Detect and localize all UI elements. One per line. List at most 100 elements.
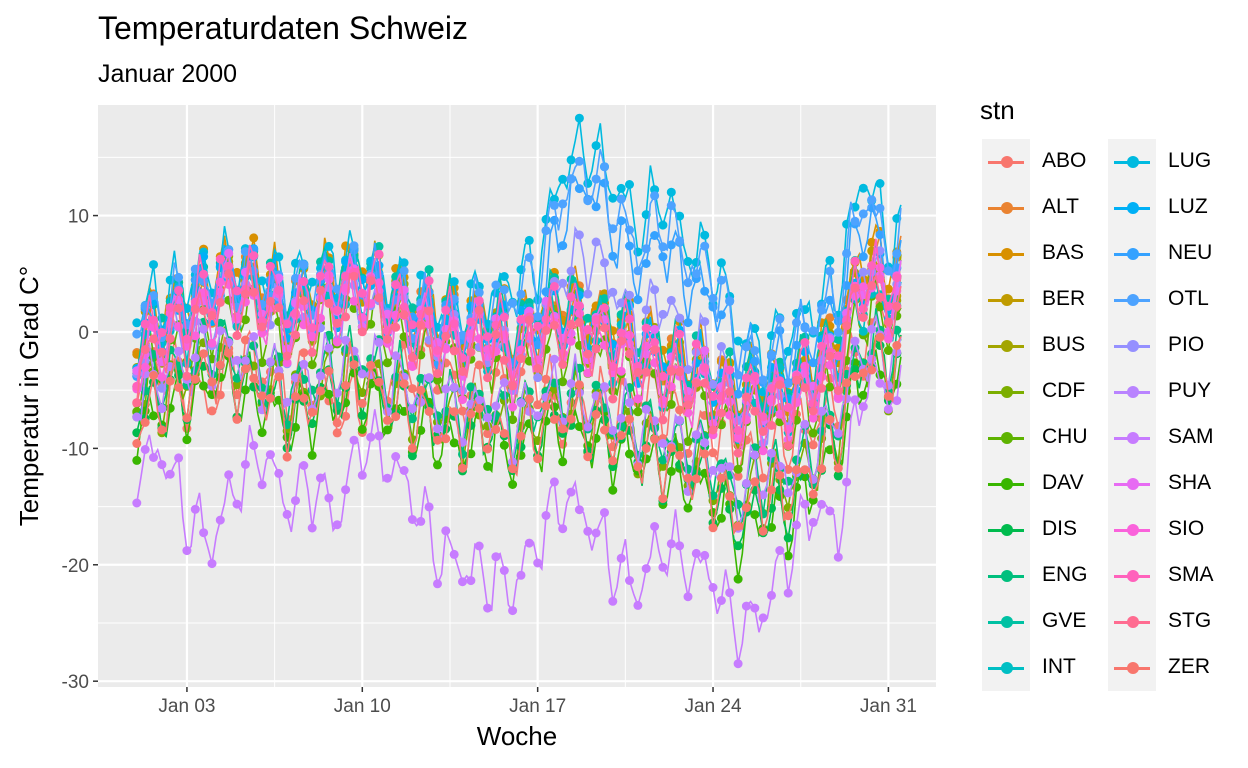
data-point	[541, 314, 551, 324]
legend-point	[1127, 432, 1139, 444]
data-point	[316, 285, 325, 295]
data-point	[466, 409, 476, 419]
data-point	[149, 260, 158, 270]
data-point	[883, 380, 893, 390]
series-sam	[132, 354, 902, 669]
data-point	[199, 269, 209, 279]
legend-point	[1001, 294, 1013, 306]
data-point	[733, 464, 743, 474]
data-point	[625, 414, 634, 424]
data-point	[299, 461, 309, 470]
data-point	[858, 209, 868, 219]
data-point	[157, 460, 167, 470]
data-point	[591, 344, 601, 354]
legend-label: BAS	[1042, 241, 1085, 264]
data-point	[190, 374, 200, 384]
data-point	[483, 413, 493, 423]
data-point	[658, 461, 668, 471]
data-point	[725, 387, 735, 397]
data-point	[516, 570, 526, 580]
data-point	[324, 241, 334, 251]
data-point	[491, 552, 501, 562]
data-point	[725, 491, 735, 501]
data-point	[683, 400, 693, 410]
data-point	[374, 293, 384, 303]
data-point	[199, 381, 209, 391]
data-point	[733, 499, 743, 509]
data-point	[716, 258, 726, 268]
data-point	[366, 276, 376, 286]
legend-label: NEU	[1168, 241, 1213, 264]
data-point	[675, 211, 685, 221]
data-point	[616, 553, 626, 563]
data-point	[140, 319, 150, 329]
data-point	[441, 526, 451, 536]
legend-item-sio: SIO	[1108, 507, 1204, 553]
data-point	[817, 406, 827, 416]
data-point	[825, 255, 835, 265]
data-point	[207, 338, 217, 348]
data-point	[600, 323, 609, 333]
data-point	[716, 483, 726, 493]
data-point	[658, 562, 668, 572]
data-point	[850, 336, 860, 346]
data-point	[132, 381, 142, 391]
data-point	[591, 174, 601, 184]
data-point	[675, 415, 685, 425]
data-point	[441, 305, 451, 315]
data-point	[291, 273, 300, 283]
data-point	[416, 516, 426, 526]
data-point	[366, 319, 376, 329]
data-point	[449, 277, 459, 287]
legend-label: GVE	[1042, 609, 1087, 632]
data-point	[458, 406, 467, 416]
data-point	[792, 375, 801, 385]
data-point	[808, 428, 818, 438]
data-point	[858, 252, 868, 262]
data-point	[424, 265, 434, 275]
data-point	[499, 391, 509, 400]
data-point	[716, 463, 726, 473]
legend-key	[1112, 185, 1152, 231]
data-point	[516, 398, 526, 408]
data-point	[207, 310, 217, 320]
data-point	[174, 272, 184, 282]
data-point	[858, 282, 868, 292]
data-point	[399, 310, 409, 320]
data-point	[875, 332, 885, 342]
data-point	[658, 371, 668, 381]
legend-item-otl: OTL	[1108, 277, 1209, 323]
data-point	[750, 346, 760, 356]
data-point	[583, 313, 593, 323]
legend-point	[1127, 202, 1139, 214]
data-point	[616, 366, 626, 376]
data-point	[858, 368, 868, 378]
data-point	[650, 285, 660, 295]
data-point	[700, 241, 710, 251]
data-point	[382, 473, 392, 483]
data-point	[499, 285, 509, 295]
data-point	[608, 224, 618, 234]
data-point	[767, 420, 776, 430]
legend-key	[1112, 461, 1152, 507]
data-point	[658, 494, 668, 504]
data-point	[733, 389, 743, 399]
legend-key	[1112, 599, 1152, 645]
data-point	[641, 244, 651, 254]
data-point	[349, 241, 359, 251]
data-point	[600, 425, 609, 435]
data-point	[600, 303, 609, 313]
data-point	[591, 237, 601, 247]
data-point	[508, 464, 518, 474]
data-point	[833, 316, 843, 326]
legend-item-int: INT	[982, 645, 1076, 691]
data-point	[775, 470, 785, 480]
data-point	[207, 406, 217, 416]
data-point	[783, 465, 793, 474]
data-point	[433, 460, 442, 470]
data-point	[666, 240, 676, 250]
data-point	[716, 596, 726, 605]
data-point	[299, 348, 309, 358]
data-point	[299, 359, 309, 369]
data-point	[783, 488, 793, 498]
